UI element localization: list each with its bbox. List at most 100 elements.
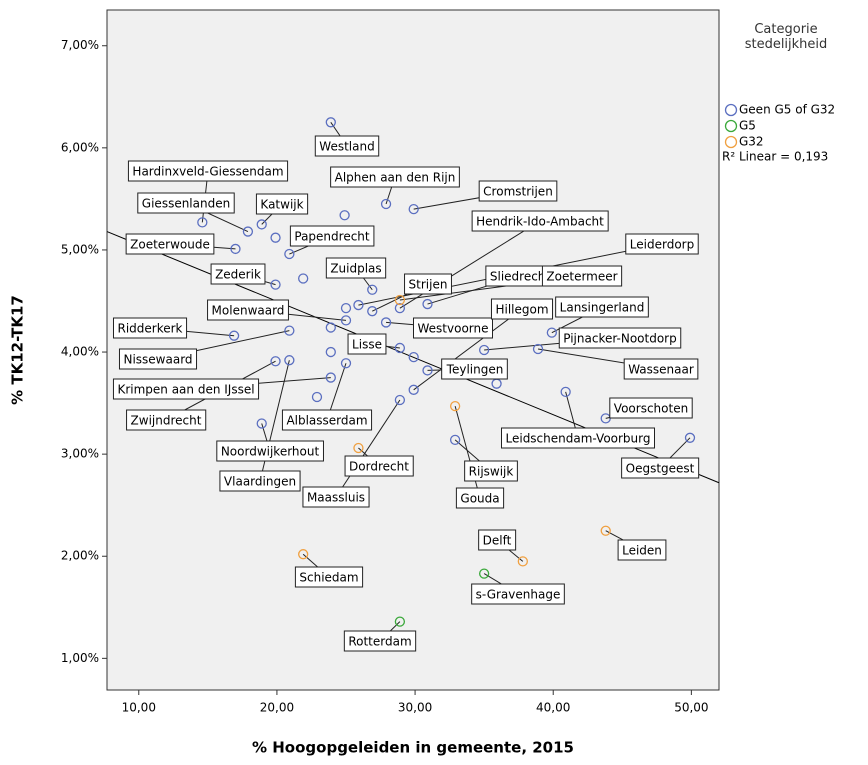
- x-tick-label: 50,00: [674, 701, 708, 715]
- label-box: [216, 440, 324, 462]
- point: [367, 306, 378, 317]
- point: [478, 344, 490, 356]
- point: [325, 372, 336, 383]
- legend-marker: [724, 135, 738, 149]
- label-box: [623, 358, 699, 380]
- label-box: [471, 210, 609, 232]
- point-label: Molenwaard: [212, 304, 285, 318]
- point-label: Leiderdorp: [630, 238, 694, 252]
- label-box: [501, 427, 655, 449]
- point-label: Lansingerland: [560, 301, 645, 315]
- point-label: Hendrik-Ido-Ambacht: [476, 215, 604, 229]
- point-label: Alblasserdam: [286, 414, 367, 428]
- label-box: [490, 298, 554, 320]
- point-label: Rotterdam: [348, 635, 411, 649]
- point-label: Vlaardingen: [224, 475, 296, 489]
- label-box: [625, 233, 699, 255]
- point-label: Papendrecht: [294, 230, 370, 244]
- point-label: Schiedam: [299, 571, 358, 585]
- legend-title: Categorie stedelijkheid: [744, 22, 828, 52]
- x-tick-label: 30,00: [398, 701, 432, 715]
- point-label: Westvoorne: [418, 322, 489, 336]
- point: [270, 232, 281, 243]
- label-box: [347, 333, 387, 355]
- point-label: Zwijndrecht: [131, 414, 202, 428]
- point: [380, 198, 392, 210]
- point-label: Oegstgeest: [626, 462, 695, 476]
- point-label: Sliedrecht: [490, 270, 551, 284]
- label-box: [330, 166, 460, 188]
- point-label: Noordwijkerhout: [221, 445, 320, 459]
- point-label: Zuidplas: [330, 262, 381, 276]
- y-tick-label: 3,00%: [61, 447, 99, 461]
- point: [394, 302, 406, 314]
- label-box: [118, 348, 198, 370]
- point-label: Cromstrijen: [483, 185, 553, 199]
- label-box: [464, 460, 518, 482]
- label-box: [344, 455, 414, 477]
- x-axis-title: % Hoogopgeleiden in gemeente, 2015: [252, 739, 574, 757]
- label-box: [478, 180, 558, 202]
- point-label: Zoeterwoude: [130, 238, 210, 252]
- point: [394, 394, 406, 406]
- label-box: [609, 397, 693, 419]
- label-box: [126, 409, 207, 431]
- point-label: Delft: [483, 534, 512, 548]
- label-box: [441, 358, 508, 380]
- point: [422, 365, 433, 376]
- point: [340, 302, 352, 314]
- point: [422, 298, 433, 310]
- point-label: s-Gravenhage: [476, 588, 561, 602]
- point-label: Alphen aan den Rijn: [335, 171, 456, 185]
- point: [600, 525, 611, 536]
- label-box: [294, 566, 364, 588]
- label-box: [112, 317, 188, 339]
- point: [449, 434, 461, 445]
- label-box: [343, 630, 417, 652]
- point: [325, 346, 336, 358]
- point: [325, 117, 336, 128]
- point-label: Giessenlanden: [142, 197, 230, 211]
- leader-line: [335, 399, 401, 498]
- point: [270, 279, 281, 290]
- label-box: [555, 296, 649, 318]
- label-box: [112, 378, 260, 400]
- point: [408, 203, 419, 215]
- point: [340, 358, 352, 369]
- y-tick-label: 6,00%: [61, 140, 99, 154]
- point-label: Katwijk: [260, 198, 303, 212]
- y-tick-label: 2,00%: [61, 549, 99, 563]
- point: [230, 243, 241, 255]
- point: [394, 616, 406, 627]
- label-box: [617, 539, 667, 561]
- point-label: Rijswijk: [469, 465, 514, 479]
- point: [517, 556, 528, 567]
- label-box: [219, 470, 301, 492]
- label-box: [478, 529, 517, 551]
- point: [684, 432, 696, 443]
- point-label: Ridderkerk: [117, 322, 182, 336]
- label-box: [325, 257, 387, 279]
- fit-label: R² Linear = 0,193: [722, 150, 828, 164]
- point-label: Hardinxveld-Giessendam: [132, 165, 283, 179]
- point-label: Voorschoten: [614, 402, 688, 416]
- point: [197, 217, 208, 228]
- point: [340, 315, 352, 326]
- label-box: [210, 263, 266, 285]
- point-label: Zoetermeer: [546, 270, 617, 284]
- label-box: [127, 160, 289, 182]
- point: [353, 299, 364, 311]
- point: [449, 401, 461, 412]
- point: [532, 343, 544, 355]
- point: [270, 356, 281, 367]
- legend-label: Geen G5 of G32: [739, 103, 835, 117]
- point-label: Hillegom: [495, 303, 548, 317]
- point-label: Teylingen: [446, 363, 504, 377]
- point: [380, 317, 392, 328]
- label-box: [125, 233, 215, 255]
- point: [228, 330, 240, 341]
- point: [353, 442, 364, 454]
- point-label: Dordrecht: [349, 460, 409, 474]
- label-box: [404, 273, 452, 295]
- point: [311, 391, 323, 403]
